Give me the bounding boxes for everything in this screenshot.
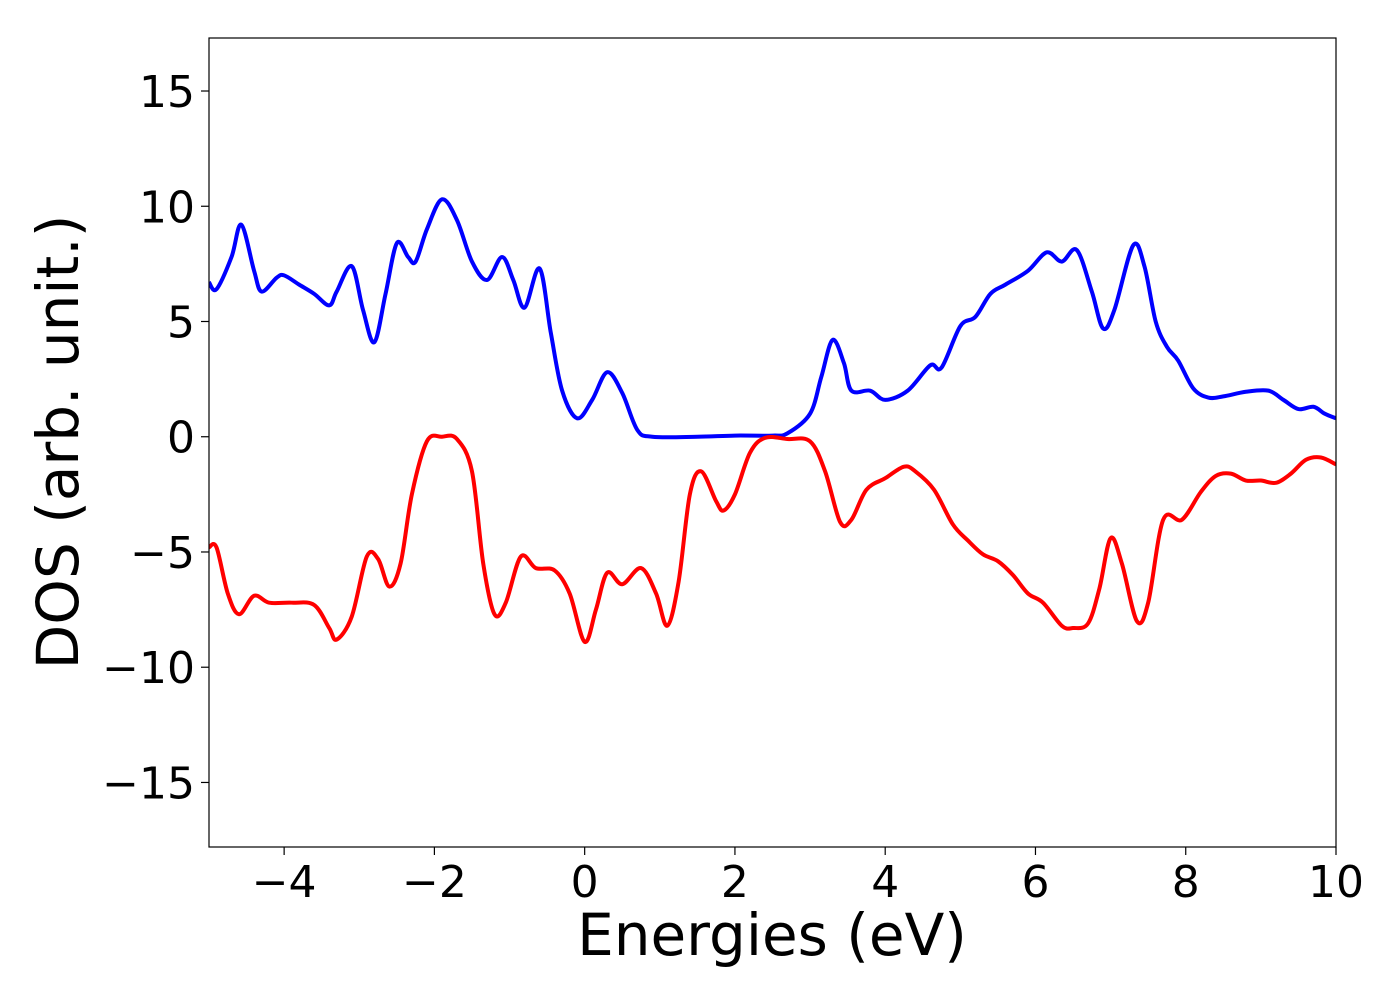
y-tick-label: 15	[139, 67, 195, 118]
y-tick-label: −15	[102, 758, 195, 809]
y-tick-label: 5	[167, 297, 195, 348]
y-axis-label: DOS (arb. unit.)	[24, 215, 92, 670]
x-tick-label: 6	[1021, 857, 1049, 908]
x-tick-label: 2	[721, 857, 749, 908]
y-tick-label: −5	[130, 528, 195, 579]
y-tick-label: −10	[102, 643, 195, 694]
y-tick-label: 0	[167, 413, 195, 464]
series-line	[209, 433, 1336, 644]
x-tick-label: 4	[871, 857, 899, 908]
x-tick-label: 10	[1308, 857, 1364, 908]
x-tick-label: 8	[1172, 857, 1200, 908]
plot-area	[209, 197, 1336, 644]
series-line	[209, 197, 1336, 440]
y-tick-label: 10	[139, 182, 195, 233]
x-axis-label: Energies (eV)	[577, 901, 967, 969]
x-tick-label: −4	[252, 857, 317, 908]
axes-frame	[208, 37, 1337, 848]
x-tick-label: 0	[571, 857, 599, 908]
x-tick-label: −2	[402, 857, 467, 908]
